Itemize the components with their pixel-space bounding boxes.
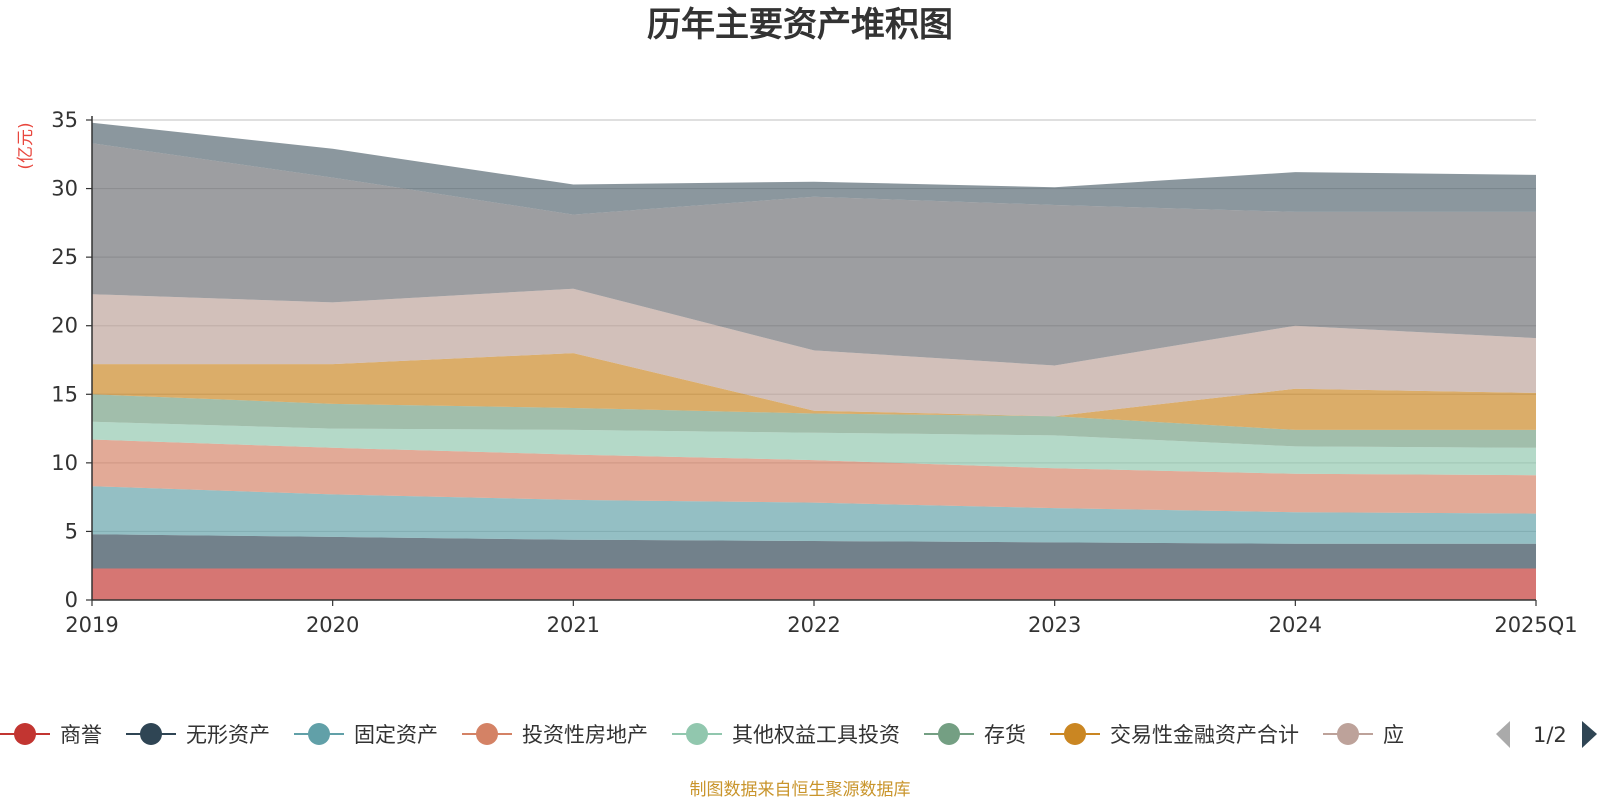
legend-item[interactable]: 其他权益工具投资 <box>672 723 900 747</box>
legend-marker-icon <box>308 723 330 745</box>
legend-marker-icon <box>938 723 960 745</box>
legend-next-page-icon[interactable] <box>1582 721 1597 748</box>
legend[interactable]: 商誉 无形资产 固定资产 投资性房地产 其他权益工具投资 存货 交易性金融资产合计 应 <box>0 723 1404 747</box>
y-tick-label: 5 <box>65 519 78 543</box>
x-tick-label: 2022 <box>787 613 840 637</box>
area-series-8 <box>92 288 1536 417</box>
legend-item[interactable]: 应 <box>1323 723 1404 747</box>
legend-prev-page-icon[interactable] <box>1496 721 1510 748</box>
legend-label: 存货 <box>984 723 1026 747</box>
legend-label: 无形资产 <box>186 723 270 747</box>
x-tick-label: 2019 <box>65 613 118 637</box>
area-series-3 <box>92 486 1536 544</box>
area-series-4 <box>92 439 1536 514</box>
y-axis-unit-label: (亿元) <box>16 122 36 169</box>
legend-item[interactable]: 交易性金融资产合计 <box>1050 723 1299 747</box>
y-tick-label: 0 <box>65 588 78 612</box>
legend-item[interactable]: 固定资产 <box>294 723 438 747</box>
area-series-1 <box>92 568 1536 600</box>
chart-title: 历年主要资产堆积图 <box>647 5 953 45</box>
legend-marker-icon <box>1064 723 1086 745</box>
area-series-9 <box>92 143 1536 366</box>
legend-label: 商誉 <box>60 723 102 747</box>
y-tick-label: 10 <box>51 451 78 475</box>
legend-item[interactable]: 无形资产 <box>126 723 270 747</box>
legend-marker-icon <box>686 723 708 745</box>
x-tick-label: 2023 <box>1028 613 1081 637</box>
area-series-10 <box>92 122 1536 215</box>
legend-label: 交易性金融资产合计 <box>1110 723 1299 747</box>
area-series-2 <box>92 534 1536 569</box>
area-series-7 <box>92 353 1536 430</box>
y-tick-label: 25 <box>51 245 78 269</box>
legend-pager[interactable]: 1/2 <box>1496 721 1597 748</box>
legend-marker-icon <box>476 723 498 745</box>
data-source-note: 制图数据来自恒生聚源数据库 <box>690 780 911 800</box>
area-series-layer <box>92 122 1536 600</box>
legend-item[interactable]: 存货 <box>924 723 1026 747</box>
x-tick-label: 2024 <box>1269 613 1322 637</box>
x-tick-label: 2025Q1 <box>1494 613 1577 637</box>
area-series-5 <box>92 421 1536 476</box>
x-tick-label: 2021 <box>547 613 600 637</box>
area-series-6 <box>92 394 1536 448</box>
axes: 0 5 10 15 20 25 30 35 2019 2020 2021 2022 2023 2024 20… <box>51 108 1577 637</box>
y-tick-label: 35 <box>51 108 78 132</box>
legend-label: 固定资产 <box>354 723 438 747</box>
y-tick-label: 30 <box>51 177 78 201</box>
legend-page-indicator: 1/2 <box>1533 723 1567 747</box>
legend-label: 其他权益工具投资 <box>732 723 900 747</box>
legend-items[interactable]: 商誉 无形资产 固定资产 投资性房地产 其他权益工具投资 存货 交易性金融资产合计 应 <box>0 723 1404 747</box>
legend-marker-icon <box>14 723 36 745</box>
y-tick-label: 20 <box>51 314 78 338</box>
legend-label: 应 <box>1383 723 1404 747</box>
legend-marker-icon <box>140 723 162 745</box>
legend-item[interactable]: 投资性房地产 <box>462 723 648 747</box>
x-tick-label: 2020 <box>306 613 359 637</box>
legend-label: 投资性房地产 <box>522 723 648 747</box>
y-tick-label: 15 <box>51 382 78 406</box>
legend-item[interactable]: 商誉 <box>0 723 102 747</box>
legend-marker-icon <box>1337 723 1359 745</box>
